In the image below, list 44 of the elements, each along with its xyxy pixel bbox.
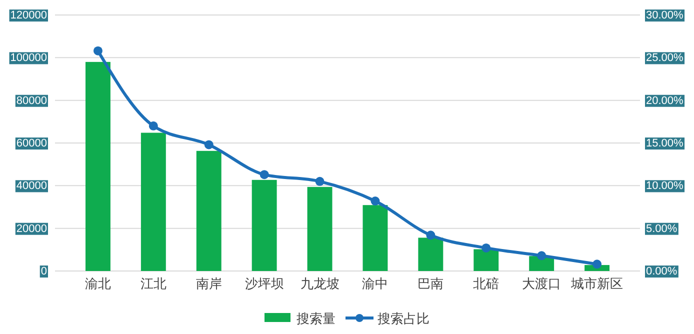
x-tick-label: 巴南 [418,276,444,292]
y2-tick-label: 20.00% [646,94,684,107]
y2-tick-label: 0.00% [646,266,678,278]
bar [140,132,166,271]
y2-tick-label: 10.00% [646,180,684,192]
legend-label: 搜索量 [296,312,336,327]
point [426,230,436,240]
legend-label: 搜索占比 [378,312,430,327]
y2-tick-label: 15.00% [646,138,684,150]
point [204,140,214,150]
point [482,243,491,252]
x-tick-label: 南岸 [196,276,222,292]
point [592,260,602,269]
point [315,176,324,186]
x-tick-label: 沙坪坝 [244,276,284,292]
x-tick-label: 江北 [140,276,166,292]
y2-tick-label: 25.00% [646,52,684,64]
x-tick-label: 城市新区 [570,276,624,292]
y-tick-label: 20000 [16,222,47,235]
bar [418,238,444,271]
bar [86,62,110,271]
x-tick-label: 北碚 [473,276,500,292]
y-tick-label: 100000 [10,52,47,64]
x-tick-label: 九龙坡 [300,276,340,292]
y-tick-label: 80000 [16,94,47,107]
y-tick-label: 40000 [16,180,47,192]
x-tick-label: 大渡口 [522,276,562,292]
point [93,46,102,56]
bar [252,180,277,271]
y-tick-label: 0 [40,266,47,278]
y2-tick-label: 5.00% [646,222,678,235]
point [370,196,380,206]
y-tick-label: 120000 [10,10,47,22]
y2-tick-label: 30.00% [646,10,684,22]
bar [307,186,332,271]
point [537,251,546,260]
point [260,170,269,180]
x-tick-label: 渝北 [84,276,111,292]
bar [474,249,499,271]
x-tick-label: 渝中 [362,276,388,292]
y-tick-label: 60000 [16,138,47,150]
bar [196,150,222,271]
point [148,121,158,130]
bar [362,205,388,271]
